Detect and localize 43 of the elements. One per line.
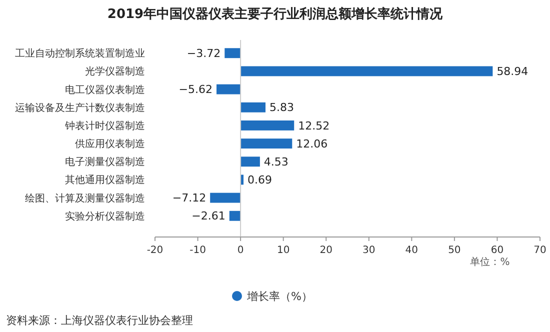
legend-label: 增长率（%）	[246, 290, 312, 303]
y-tick-label: 运输设备及生产计数仪表制造	[15, 102, 145, 114]
data-label: 4.53	[264, 155, 288, 168]
data-label: −5.62	[178, 83, 213, 96]
data-label: −3.72	[186, 46, 221, 60]
x-tick-label: -10	[190, 245, 206, 256]
data-label: 5.83	[269, 101, 294, 114]
x-tick-label: 70	[534, 245, 546, 256]
bar	[229, 210, 241, 221]
y-tick-label: 电工仪器仪表制造	[65, 84, 145, 96]
bar	[224, 48, 241, 58]
x-tick-label: -20	[146, 245, 164, 256]
x-tick-label: 20	[320, 245, 332, 256]
y-tick-label: 电子测量仪器制造	[65, 156, 145, 168]
y-tick-label: 钟表计时仪器制造	[64, 120, 145, 132]
data-label: 12.52	[298, 119, 330, 132]
bar	[240, 102, 266, 112]
y-tick-label: 实验分析仪器制造	[65, 210, 145, 222]
data-label: −2.61	[192, 210, 226, 223]
x-tick-label: 30	[362, 245, 376, 256]
bar	[240, 66, 493, 76]
bar	[240, 120, 294, 130]
data-label: 58.94	[496, 65, 528, 78]
x-tick-label: 0	[237, 245, 244, 256]
y-tick-label: 其他通用仪器制造	[65, 174, 145, 186]
y-tick-label: 光学仪器制造	[85, 66, 145, 78]
bar	[210, 192, 241, 203]
text: 单位：%	[470, 256, 510, 268]
x-tick-label: 50	[448, 245, 461, 256]
text: 资料来源：上海仪器仪表行业协会整理	[6, 314, 193, 327]
x-tick-label: 40	[405, 245, 418, 256]
bar	[240, 138, 292, 149]
data-label: 12.06	[296, 137, 328, 150]
data-label: −7.12	[172, 192, 206, 205]
bar	[216, 84, 241, 94]
bar	[240, 156, 260, 167]
data-label: 0.69	[248, 174, 272, 187]
x-tick-label: 60	[490, 245, 504, 256]
y-tick-label: 工业自动控制系统装置制造业	[15, 48, 145, 60]
chart-title: 2019年中国仪器仪表主要子行业利润总额增长率统计情况	[107, 6, 444, 22]
y-tick-label: 供应用仪表制造	[75, 138, 145, 150]
y-tick-label: 绘图、计算及测量仪器制造	[25, 192, 145, 204]
x-tick-label: 10	[276, 245, 290, 256]
